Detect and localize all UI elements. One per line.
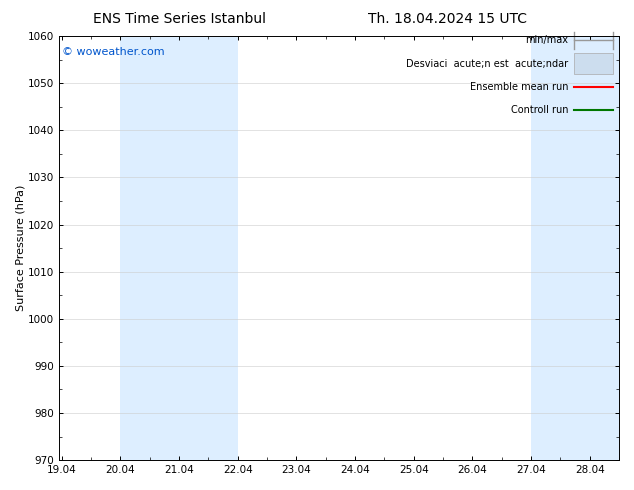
FancyBboxPatch shape xyxy=(574,53,614,74)
Text: © woweather.com: © woweather.com xyxy=(61,47,164,57)
Text: ENS Time Series Istanbul: ENS Time Series Istanbul xyxy=(93,12,266,26)
Bar xyxy=(120,36,238,460)
Bar xyxy=(531,36,619,460)
Text: Th. 18.04.2024 15 UTC: Th. 18.04.2024 15 UTC xyxy=(368,12,527,26)
Text: Desviaci  acute;n est  acute;ndar: Desviaci acute;n est acute;ndar xyxy=(406,59,569,69)
Y-axis label: Surface Pressure (hPa): Surface Pressure (hPa) xyxy=(15,185,25,311)
Text: Ensemble mean run: Ensemble mean run xyxy=(470,82,569,92)
Text: Controll run: Controll run xyxy=(511,105,569,115)
Text: min/max: min/max xyxy=(526,35,569,46)
